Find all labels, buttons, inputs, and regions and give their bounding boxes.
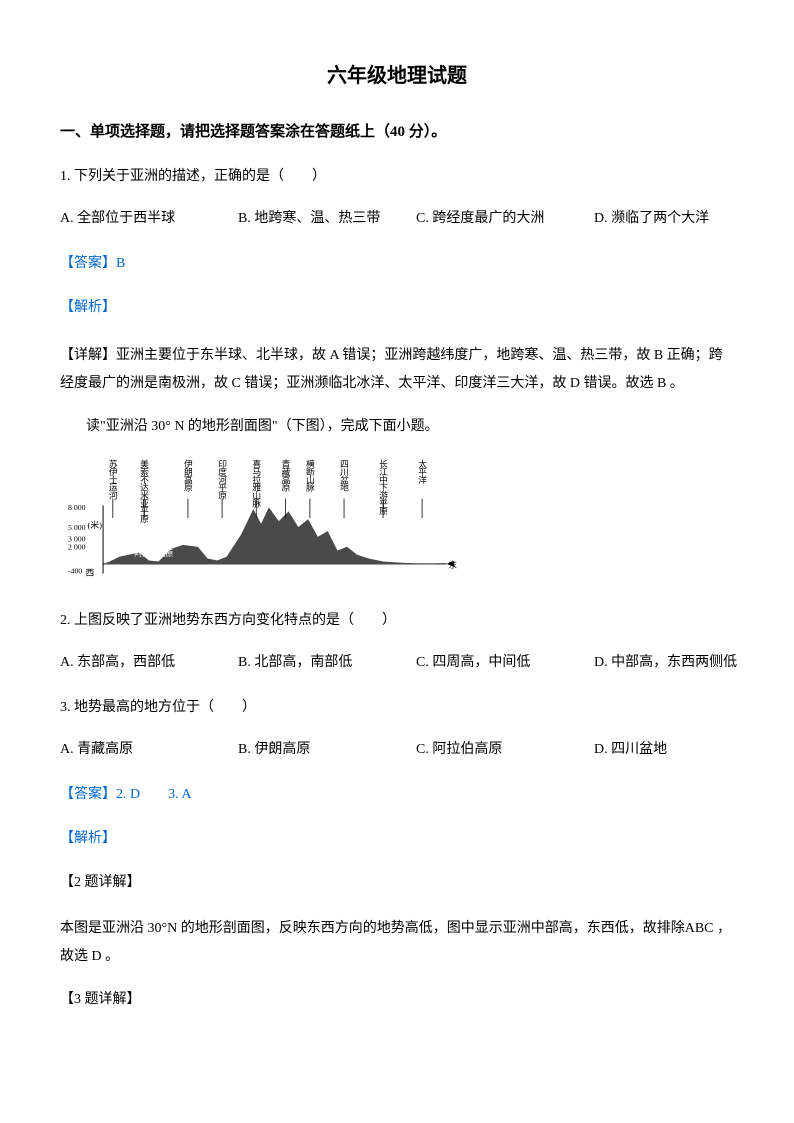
svg-text:青藏高原: 青藏高原 [281,458,291,491]
q3-option-a: A. 青藏高原 [60,739,230,761]
q2-option-d: D. 中部高，东西两侧低 [594,652,754,674]
q1-options: A. 全部位于西半球 B. 地跨寒、温、热三带 C. 跨经度最广的大洲 D. 濒… [60,208,734,230]
svg-text:伊朗高原: 伊朗高原 [183,458,193,491]
q1-answer: 【答案】B [60,253,734,275]
q2-options: A. 东部高，西部低 B. 北部高，南部低 C. 四周高，中间低 D. 中部高，… [60,652,734,674]
q3-stem: 3. 地势最高的地方位于（ ） [60,697,734,719]
svg-text:阿拉伯高原: 阿拉伯高原 [134,548,173,558]
svg-text:喜马拉雅山脉: 喜马拉雅山脉 [251,458,261,507]
svg-text:印度河平原: 印度河平原 [217,458,227,499]
q1-option-d: D. 濒临了两个大洋 [594,208,754,230]
figure-caption: 读"亚洲沿 30° N 的地形剖面图"（下图），完成下面小题。 [86,416,734,438]
q23-answer: 【答案】2. D 3. A [60,784,734,806]
q2-detail-label: 【2 题详解】 [60,872,734,894]
q1-option-a: A. 全部位于西半球 [60,208,230,230]
svg-text:8 000: 8 000 [68,503,86,512]
q23-analysis-label: 【解析】 [60,828,734,850]
q1-analysis-label: 【解析】 [60,297,734,319]
svg-text:5 000: 5 000 [68,523,86,532]
q2-stem: 2. 上图反映了亚洲地势东西方向变化特点的是（ ） [60,610,734,632]
svg-text:2 000: 2 000 [68,542,86,551]
q2-detail: 本图是亚洲沿 30°N 的地形剖面图，反映东西方向的地势高低，图中显示亚洲中部高… [60,915,734,971]
svg-text:长江中下游平原: 长江中下游平原 [378,458,388,515]
q3-option-c: C. 阿拉伯高原 [416,739,586,761]
q1-option-b: B. 地跨寒、温、热三带 [238,208,408,230]
svg-text:(米): (米) [87,519,102,530]
svg-text:西: 西 [86,568,95,578]
terrain-profile-chart: (米)8 0005 0003 0002 000-400西东阿拉伯高原苏伊士运河美… [66,450,466,590]
q3-options: A. 青藏高原 B. 伊朗高原 C. 阿拉伯高原 D. 四川盆地 [60,739,734,761]
q1-stem: 1. 下列关于亚洲的描述，正确的是（ ） [60,166,734,188]
profile-svg: (米)8 0005 0003 0002 000-400西东阿拉伯高原苏伊士运河美… [66,450,466,590]
q1-detail: 【详解】亚洲主要位于东半球、北半球，故 A 错误；亚洲跨越纬度广，地跨寒、温、热… [60,342,734,398]
page-title: 六年级地理试题 [60,60,734,92]
q3-option-d: D. 四川盆地 [594,739,754,761]
svg-text:横断山脉: 横断山脉 [305,458,315,491]
q2-option-c: C. 四周高，中间低 [416,652,586,674]
q2-option-b: B. 北部高，南部低 [238,652,408,674]
svg-text:美索不达米亚平原: 美索不达米亚平原 [139,458,149,523]
svg-text:-400: -400 [68,567,82,576]
q1-option-c: C. 跨经度最广的大洲 [416,208,586,230]
q2-option-a: A. 东部高，西部低 [60,652,230,674]
q3-detail-label: 【3 题详解】 [60,989,734,1011]
section-header: 一、单项选择题，请把选择题答案涂在答题纸上（40 分）。 [60,120,734,144]
svg-text:苏伊士运河: 苏伊士运河 [108,458,118,499]
q3-option-b: B. 伊朗高原 [238,739,408,761]
svg-text:太平洋: 太平洋 [417,458,427,485]
svg-text:四川盆地: 四川盆地 [339,459,349,491]
